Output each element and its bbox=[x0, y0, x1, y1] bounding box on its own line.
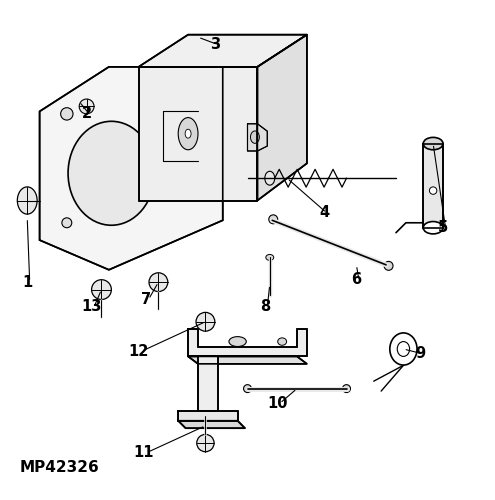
Ellipse shape bbox=[62, 218, 72, 228]
Polygon shape bbox=[188, 329, 307, 356]
Ellipse shape bbox=[278, 338, 287, 345]
Ellipse shape bbox=[269, 215, 278, 224]
Text: 4: 4 bbox=[319, 206, 329, 220]
Text: 3: 3 bbox=[210, 37, 220, 52]
Polygon shape bbox=[40, 67, 223, 270]
Ellipse shape bbox=[196, 312, 215, 331]
Text: 9: 9 bbox=[416, 346, 426, 362]
Text: 1: 1 bbox=[22, 274, 32, 289]
Text: 13: 13 bbox=[81, 300, 102, 314]
Ellipse shape bbox=[250, 131, 259, 143]
Ellipse shape bbox=[149, 273, 168, 291]
Text: 10: 10 bbox=[267, 396, 288, 411]
Ellipse shape bbox=[79, 99, 94, 114]
Polygon shape bbox=[178, 421, 245, 428]
Ellipse shape bbox=[178, 118, 198, 150]
Ellipse shape bbox=[17, 187, 37, 214]
Polygon shape bbox=[423, 144, 443, 228]
Polygon shape bbox=[188, 356, 307, 364]
Ellipse shape bbox=[343, 384, 350, 392]
Text: 11: 11 bbox=[133, 446, 154, 460]
Ellipse shape bbox=[244, 384, 251, 392]
Ellipse shape bbox=[265, 172, 275, 185]
Polygon shape bbox=[248, 124, 267, 151]
Text: 5: 5 bbox=[438, 220, 448, 235]
Text: 12: 12 bbox=[128, 344, 149, 359]
Ellipse shape bbox=[266, 254, 274, 260]
Ellipse shape bbox=[384, 262, 393, 270]
Text: 6: 6 bbox=[351, 272, 361, 287]
Ellipse shape bbox=[423, 138, 443, 150]
Ellipse shape bbox=[92, 280, 111, 299]
Text: 2: 2 bbox=[82, 106, 92, 122]
Ellipse shape bbox=[423, 222, 443, 234]
Text: 8: 8 bbox=[260, 300, 270, 314]
Ellipse shape bbox=[229, 336, 247, 346]
Text: 7: 7 bbox=[141, 292, 151, 307]
Ellipse shape bbox=[60, 108, 73, 120]
Polygon shape bbox=[139, 34, 307, 67]
Polygon shape bbox=[178, 411, 238, 421]
Polygon shape bbox=[198, 356, 218, 411]
Polygon shape bbox=[139, 67, 257, 200]
Ellipse shape bbox=[197, 434, 214, 452]
Ellipse shape bbox=[185, 129, 191, 138]
Ellipse shape bbox=[68, 122, 154, 225]
Ellipse shape bbox=[430, 187, 437, 194]
Text: MP42326: MP42326 bbox=[20, 460, 99, 475]
Polygon shape bbox=[257, 34, 307, 200]
